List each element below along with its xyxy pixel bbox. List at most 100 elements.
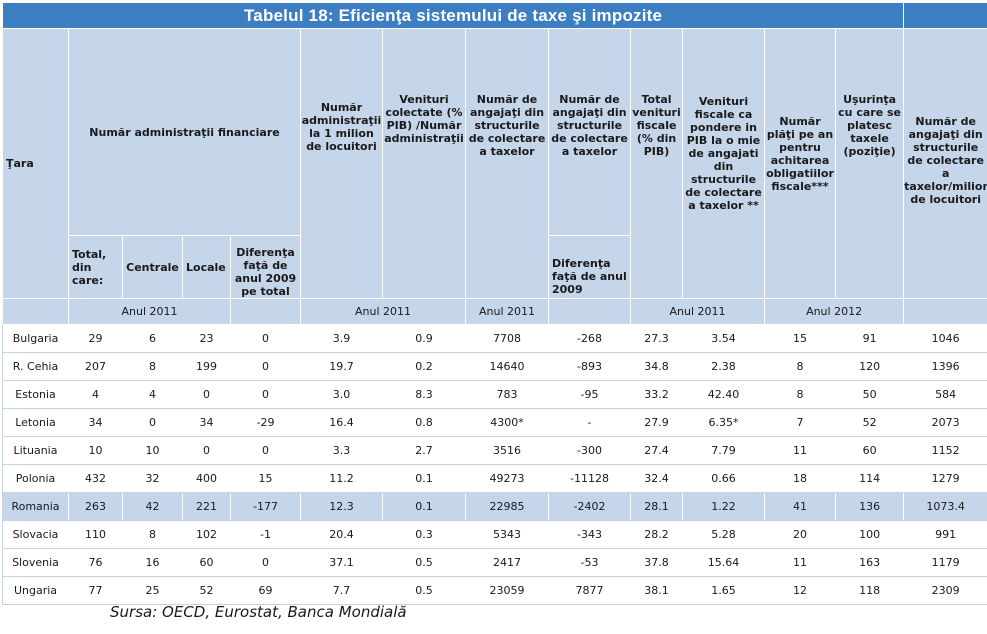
cell-plati: 11 [764,548,836,577]
cell-venit-admin: 0.5 [382,548,466,577]
table-row: Slovacia 110 8 102 -1 20.4 0.3 5343 -343 28.2 5.28… [2,520,987,549]
cell-dif-angajati: - [548,408,631,437]
header-numar-plati: Număr plăţi pe an pentru achitarea oblig… [764,28,836,299]
cell-centrale: 0 [122,408,183,437]
cell-locale: 0 [182,380,231,409]
cell-tara: Bulgaria [2,324,69,353]
cell-angajati: 49273 [465,464,549,493]
cell-usurinta: 100 [834,520,905,549]
cell-usurinta: 52 [834,408,905,437]
cell-locale: 221 [182,492,231,521]
band-empty-diff [230,298,301,325]
cell-tara: R. Cehia [2,352,69,381]
band-anul-2011-admin: Anul 2011 [68,298,231,325]
cell-dif-angajati: -53 [548,548,631,577]
cell-total-venit: 27.4 [630,436,683,465]
cell-total-venit: 27.9 [630,408,683,437]
cell-admin-mil: 3.9 [300,324,383,353]
cell-angajati-mil: 1396 [903,352,987,381]
cell-usurinta: 91 [834,324,905,353]
header-total-venituri: Total venituri fiscale (% din PIB) [630,28,683,299]
cell-pondere: 1.65 [682,576,765,605]
cell-locale: 34 [182,408,231,437]
cell-pondere: 0.66 [682,464,765,493]
cell-usurinta: 120 [834,352,905,381]
cell-dif-angajati: -268 [548,324,631,353]
cell-admin-mil: 19.7 [300,352,383,381]
cell-locale: 199 [182,352,231,381]
header-tara: Ţara [2,28,69,299]
cell-venit-admin: 0.2 [382,352,466,381]
cell-total: 77 [68,576,123,605]
cell-admin-mil: 20.4 [300,520,383,549]
band-anul-2012: Anul 2012 [763,298,905,325]
cell-angajati-mil: 1279 [903,464,987,493]
table-row: Polonia 432 32 400 15 11.2 0.1 49273 -11128 32.4 0… [2,464,987,493]
header-numar-administratii: Număr administraţii financiare [68,28,301,236]
cell-tara: Slovenia [2,548,69,577]
cell-locale: 102 [182,520,231,549]
cell-dif-angajati: -300 [548,436,631,465]
table-row: R. Cehia 207 8 199 0 19.7 0.2 14640 -893 34.8 2.38… [2,352,987,381]
cell-dif-admin: 0 [230,436,301,465]
cell-admin-mil: 3.0 [300,380,383,409]
cell-locale: 60 [182,548,231,577]
cell-angajati-mil: 1179 [903,548,987,577]
table-row: Lituania 10 10 0 0 3.3 2.7 3516 -300 27.4 7.79 11 60… [2,436,987,465]
cell-dif-angajati: -343 [548,520,631,549]
header-venituri-per-admin: Venituri colectate (% PIB) /Număr admini… [382,28,466,299]
cell-usurinta: 50 [834,380,905,409]
cell-centrale: 25 [122,576,183,605]
cell-venit-admin: 0.1 [382,464,466,493]
cell-total: 4 [68,380,123,409]
cell-plati: 11 [764,436,836,465]
cell-admin-mil: 11.2 [300,464,383,493]
cell-plati: 41 [764,492,836,521]
band-empty [2,298,69,325]
table-body: Bulgaria 29 6 23 0 3.9 0.9 7708 -268 27.3 3.54 15 91… [2,324,987,605]
table-row: Ungaria 77 25 52 69 7.7 0.5 23059 7877 38.1 1.65 12… [2,576,987,605]
cell-pondere: 6.35* [682,408,765,437]
cell-angajati-mil: 2073 [903,408,987,437]
cell-dif-admin: 0 [230,380,301,409]
cell-total-venit: 34.8 [630,352,683,381]
cell-total: 207 [68,352,123,381]
band-empty-angajati-diff [548,298,631,325]
cell-total-venit: 38.1 [630,576,683,605]
cell-locale: 400 [182,464,231,493]
cell-admin-mil: 7.7 [300,576,383,605]
cell-angajati: 3516 [465,436,549,465]
cell-total: 76 [68,548,123,577]
cell-total: 432 [68,464,123,493]
cell-angajati: 783 [465,380,549,409]
header-total-din-care: Total, din care: [68,235,123,299]
cell-pondere: 15.64 [682,548,765,577]
header-diferenta-2009: Diferenţa faţă de anul 2009 [548,235,631,299]
cell-admin-mil: 3.3 [300,436,383,465]
cell-dif-angajati: -11128 [548,464,631,493]
table-row: Romania 263 42 221 -177 12.3 0.1 22985 -2402 28.1… [2,492,987,521]
cell-centrale: 16 [122,548,183,577]
cell-angajati-mil: 1046 [903,324,987,353]
cell-venit-admin: 0.3 [382,520,466,549]
cell-tara: Letonia [2,408,69,437]
header-numar-plati-text: Număr plăţi pe an pentru achitarea oblig… [766,115,834,193]
header-venituri-pondere-text: Venituri fiscale ca pondere in PIB la o … [685,95,762,212]
cell-pondere: 3.54 [682,324,765,353]
header-angajati-text: Număr de angajaţi din structurile de col… [468,93,546,158]
cell-tara: Romania [2,492,69,521]
cell-dif-admin: 0 [230,352,301,381]
cell-centrale: 42 [122,492,183,521]
cell-angajati-mil: 1073.4 [903,492,987,521]
cell-dif-admin: 0 [230,324,301,353]
cell-dif-admin: 15 [230,464,301,493]
cell-pondere: 5.28 [682,520,765,549]
cell-total: 29 [68,324,123,353]
table-row: Slovenia 76 16 60 0 37.1 0.5 2417 -53 37.8 15.64 11… [2,548,987,577]
table-row: Letonia 34 0 34 -29 16.4 0.8 4300* -27.9 6.35* 7 52… [2,408,987,437]
cell-total: 34 [68,408,123,437]
header-venituri-pondere: Venituri fiscale ca pondere in PIB la o … [682,28,765,299]
cell-centrale: 4 [122,380,183,409]
cell-usurinta: 163 [834,548,905,577]
